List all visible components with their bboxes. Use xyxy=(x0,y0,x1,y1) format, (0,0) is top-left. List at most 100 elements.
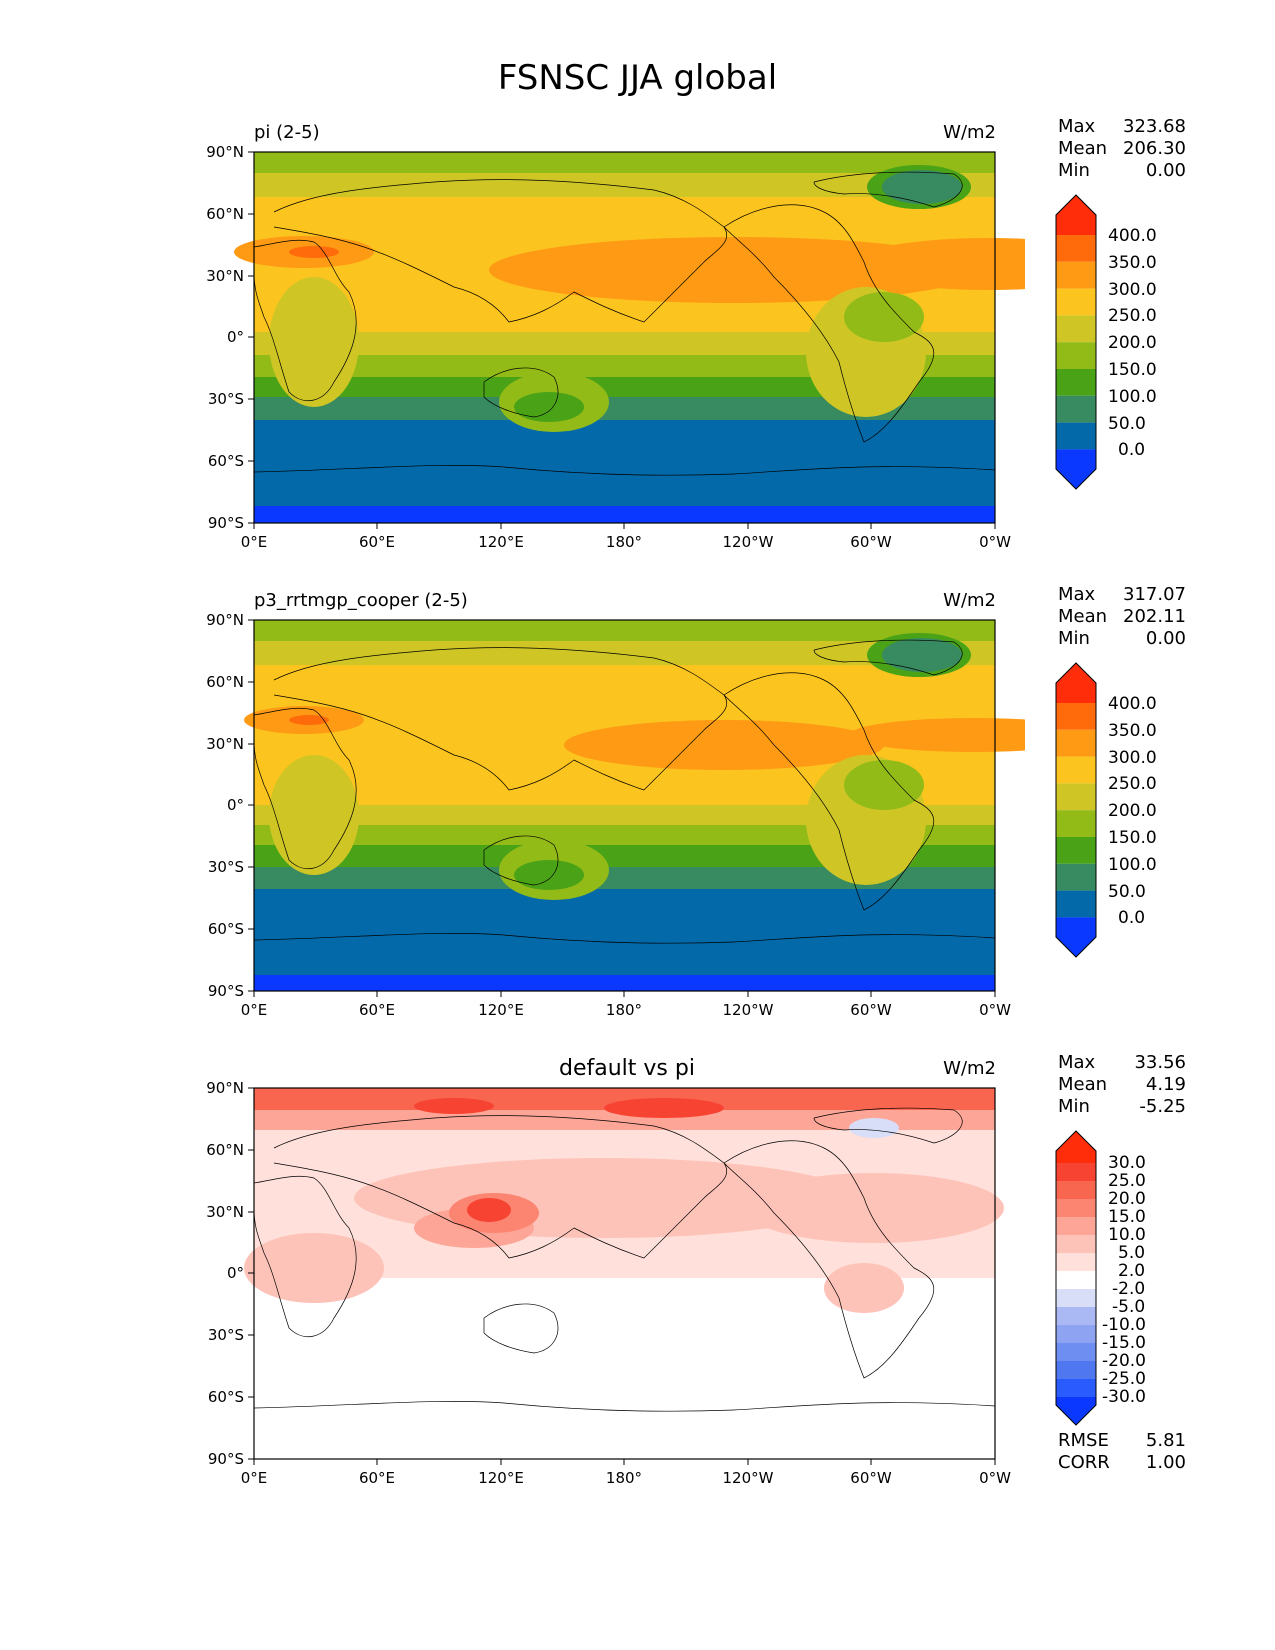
lat-tick: 30°N xyxy=(206,735,244,753)
panel-2-stat-mean: Mean 202.11 xyxy=(1058,606,1186,627)
lat-tick: 90°S xyxy=(208,982,244,1000)
lon-tick: 120°E xyxy=(478,1469,524,1486)
colorbar-label: 100.0 xyxy=(1108,855,1157,875)
lat-tick: 60°N xyxy=(206,673,244,691)
colorbar-label: 10.0 xyxy=(1108,1225,1146,1245)
lon-tick: 0°W xyxy=(979,1469,1011,1486)
colorbar-label: 100.0 xyxy=(1108,387,1157,407)
colorbar-label: 350.0 xyxy=(1108,721,1157,741)
lat-tick: 60°S xyxy=(208,1388,244,1406)
panel-1-units: W/m2 xyxy=(943,122,996,143)
colorbar-label: 30.0 xyxy=(1108,1153,1146,1173)
lat-tick: 60°N xyxy=(206,205,244,223)
colorbar-label: -10.0 xyxy=(1102,1315,1146,1335)
colorbar-label: 400.0 xyxy=(1108,226,1157,246)
colorbar-label: -5.0 xyxy=(1112,1297,1145,1317)
panel-1-stat-min: Min 0.00 xyxy=(1058,160,1186,181)
colorbar-label: 150.0 xyxy=(1108,828,1157,848)
colorbar-label: -15.0 xyxy=(1102,1333,1146,1353)
colorbar-label: -20.0 xyxy=(1102,1351,1146,1371)
panel-3-stat-max: Max 33.56 xyxy=(1058,1052,1186,1073)
lon-tick: 180° xyxy=(606,533,642,550)
panel-3-stat-mean: Mean 4.19 xyxy=(1058,1074,1186,1095)
panel-2-units: W/m2 xyxy=(943,590,996,611)
colorbar-label: 150.0 xyxy=(1108,360,1157,380)
lon-tick: 180° xyxy=(606,1001,642,1018)
lon-tick: 0°E xyxy=(241,1001,268,1018)
lon-tick: 120°E xyxy=(478,533,524,550)
colorbar-label: -25.0 xyxy=(1102,1369,1146,1389)
colorbar-label: 250.0 xyxy=(1108,306,1157,326)
lon-tick: 60°E xyxy=(359,1469,395,1486)
colorbar-label: -2.0 xyxy=(1112,1279,1145,1299)
panel-2-colorbar: 400.0 350.0 300.0 250.0 200.0 150.0 100.… xyxy=(1055,662,1157,958)
lat-tick: 30°S xyxy=(208,390,244,408)
panel-3-stat-rmse: RMSE 5.81 xyxy=(1058,1430,1186,1451)
lat-tick: 0° xyxy=(227,1264,244,1282)
lat-tick: 90°S xyxy=(208,1450,244,1468)
figure-title: FSNSC JJA global xyxy=(497,58,778,98)
panel-2-stats: Max 317.07 Mean 202.11 Min 0.00 xyxy=(1058,584,1186,650)
colorbar-label: 20.0 xyxy=(1108,1189,1146,1209)
colorbar-label: 300.0 xyxy=(1108,748,1157,768)
lon-tick: 60°E xyxy=(359,533,395,550)
panel-3-units: W/m2 xyxy=(943,1058,996,1079)
colorbar-label: 350.0 xyxy=(1108,253,1157,273)
panel-1-label: pi (2-5) xyxy=(254,122,320,143)
panel-3-stats: Max 33.56 Mean 4.19 Min -5.25 xyxy=(1058,1052,1186,1118)
panel-3-footer-stats: RMSE 5.81 CORR 1.00 xyxy=(1058,1430,1186,1474)
colorbar-label: 250.0 xyxy=(1108,774,1157,794)
panel-2-stat-max: Max 317.07 xyxy=(1058,584,1186,605)
panel-1-map: 90°N 60°N 30°N 0° 30°S 60°S 90°S 0°E 60°… xyxy=(206,143,1025,550)
lon-tick: 120°W xyxy=(723,533,774,550)
colorbar-label: 15.0 xyxy=(1108,1207,1146,1227)
colorbar-label: 5.0 xyxy=(1118,1243,1145,1263)
panel-1-colorbar: 400.0 350.0 300.0 250.0 200.0 150.0 100.… xyxy=(1055,194,1157,490)
panel-3-stat-min: Min -5.25 xyxy=(1058,1096,1186,1117)
lat-tick: 30°S xyxy=(208,1326,244,1344)
panel-1-stat-mean: Mean 206.30 xyxy=(1058,138,1186,159)
panel-2-label: p3_rrtmgp_cooper (2-5) xyxy=(254,590,468,611)
colorbar-label: 0.0 xyxy=(1118,440,1145,460)
lat-tick: 30°N xyxy=(206,267,244,285)
lon-tick: 0°E xyxy=(241,1469,268,1486)
panel-2-map: 90°N 60°N 30°N 0° 30°S 60°S 90°S 0°E 60°… xyxy=(206,611,1025,1018)
lon-tick: 60°E xyxy=(359,1001,395,1018)
lat-tick: 60°S xyxy=(208,920,244,938)
colorbar-label: 200.0 xyxy=(1108,333,1157,353)
lat-tick: 30°N xyxy=(206,1203,244,1221)
lat-tick: 90°N xyxy=(206,611,244,629)
colorbar-label: 50.0 xyxy=(1108,414,1146,434)
panel-2-stat-min: Min 0.00 xyxy=(1058,628,1186,649)
panel-1-stats: Max 323.68 Mean 206.30 Min 0.00 xyxy=(1058,116,1186,182)
colorbar-label: 0.0 xyxy=(1118,908,1145,928)
lon-tick: 180° xyxy=(606,1469,642,1486)
lon-tick: 60°W xyxy=(850,1001,892,1018)
lon-tick: 0°E xyxy=(241,533,268,550)
lat-tick: 60°N xyxy=(206,1141,244,1159)
lat-tick: 90°N xyxy=(206,143,244,161)
lat-tick: 30°S xyxy=(208,858,244,876)
lat-tick: 90°S xyxy=(208,514,244,532)
lat-tick: 0° xyxy=(227,328,244,346)
colorbar-label: 200.0 xyxy=(1108,801,1157,821)
panel-3-stat-corr: CORR 1.00 xyxy=(1058,1452,1186,1473)
lat-tick: 90°N xyxy=(206,1079,244,1097)
colorbar-label: 400.0 xyxy=(1108,694,1157,714)
panel-3-colorbar: 30.0 25.0 20.0 15.0 10.0 5.0 2.0 -2.0 -5… xyxy=(1055,1130,1146,1426)
colorbar-label: 2.0 xyxy=(1118,1261,1145,1281)
lon-tick: 0°W xyxy=(979,1001,1011,1018)
lon-tick: 120°E xyxy=(478,1001,524,1018)
lon-tick: 120°W xyxy=(723,1001,774,1018)
panel-3-map: 90°N 60°N 30°N 0° 30°S 60°S 90°S 0°E 60°… xyxy=(206,1079,1011,1486)
lat-tick: 0° xyxy=(227,796,244,814)
lon-tick: 120°W xyxy=(723,1469,774,1486)
lon-tick: 60°W xyxy=(850,533,892,550)
lon-tick: 60°W xyxy=(850,1469,892,1486)
colorbar-label: -30.0 xyxy=(1102,1387,1146,1407)
colorbar-label: 25.0 xyxy=(1108,1171,1146,1191)
colorbar-label: 50.0 xyxy=(1108,882,1146,902)
lon-tick: 0°W xyxy=(979,533,1011,550)
panel-3-title: default vs pi xyxy=(559,1056,695,1081)
panel-1-stat-max: Max 323.68 xyxy=(1058,116,1186,137)
